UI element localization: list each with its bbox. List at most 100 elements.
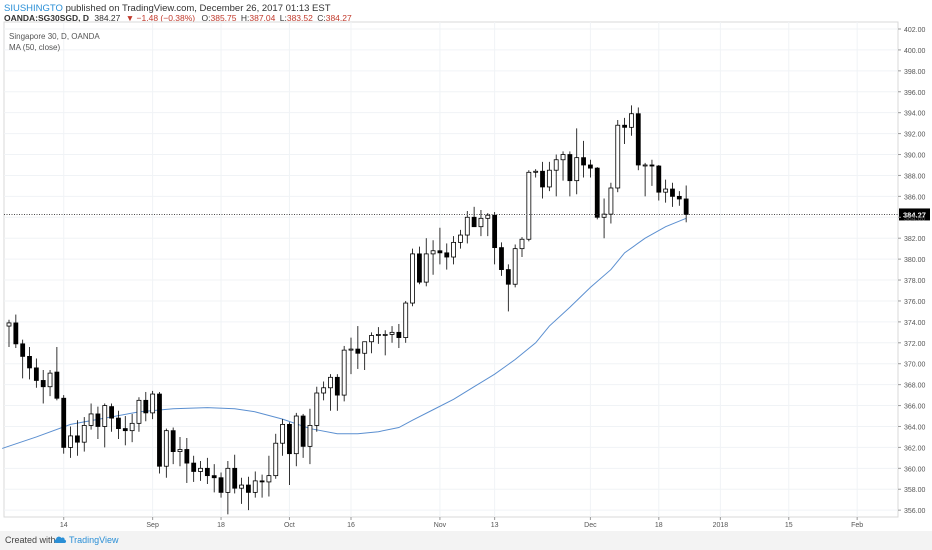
candle <box>362 341 368 370</box>
candle-body <box>451 241 457 258</box>
candle-body <box>232 467 238 489</box>
candle-body <box>27 355 32 369</box>
candle-body <box>95 413 101 427</box>
candle <box>150 390 156 420</box>
candle-body <box>416 253 422 283</box>
candle-body <box>499 247 504 270</box>
candle-body <box>136 399 142 424</box>
last-price-label: 384.27 <box>903 210 926 219</box>
candle <box>382 330 388 356</box>
chart-header: SIUSHINGTO published on TradingView.com,… <box>0 0 932 23</box>
candle-body <box>307 425 313 447</box>
candle-body <box>642 164 648 167</box>
y-tick-label: 376.00 <box>904 299 926 306</box>
ma-50-line <box>2 217 687 449</box>
candle <box>287 422 292 486</box>
candle <box>546 161 552 192</box>
candle <box>259 474 265 498</box>
candle <box>218 472 224 498</box>
candle <box>75 420 80 456</box>
symbol-label: OANDA:SG30SGD, D <box>4 13 90 23</box>
y-tick-label: 388.00 <box>904 173 926 180</box>
candle-body <box>61 397 67 448</box>
candle <box>615 120 621 193</box>
candle-body <box>33 367 39 381</box>
candle-body <box>560 154 566 161</box>
candle <box>27 346 32 380</box>
author-link[interactable]: SIUSHINGTO <box>4 3 63 14</box>
y-tick-label: 380.00 <box>904 257 926 264</box>
candle-body <box>177 449 183 452</box>
plot-frame <box>3 21 899 518</box>
candle <box>6 319 12 347</box>
candle <box>437 227 443 265</box>
created-with-text: Created with <box>5 535 56 545</box>
candle <box>375 327 381 344</box>
candle-body <box>252 480 258 493</box>
x-tick-label: Dec <box>584 522 597 529</box>
candle-body <box>321 387 327 394</box>
candle <box>348 337 354 375</box>
x-tick-label: Oct <box>284 522 295 529</box>
candle <box>191 455 197 482</box>
candle <box>492 212 498 265</box>
candle-body <box>505 269 511 285</box>
candle-body <box>471 216 477 228</box>
candle <box>116 410 121 440</box>
candle-body <box>567 154 573 182</box>
candle-body <box>588 164 593 169</box>
y-tick-label: 400.00 <box>904 48 926 55</box>
candle <box>396 323 402 349</box>
candle-body <box>546 169 552 188</box>
candle <box>526 170 532 242</box>
x-tick-label: 2018 <box>713 522 729 529</box>
x-tick-label: 13 <box>491 522 499 529</box>
candle-body <box>341 349 347 396</box>
y-tick-label: 366.00 <box>904 404 926 411</box>
candle-body <box>629 113 634 128</box>
x-tick-label: 14 <box>60 522 68 529</box>
y-tick-label: 370.00 <box>904 362 926 369</box>
candle <box>519 237 525 258</box>
candle <box>88 403 94 430</box>
high-value: 387.04 <box>249 13 276 23</box>
candle <box>635 107 641 171</box>
x-tick-label: 18 <box>655 522 663 529</box>
candle-body <box>683 198 689 215</box>
x-tick-label: 15 <box>785 522 793 529</box>
candle-body <box>300 415 306 447</box>
candle-body <box>170 430 176 452</box>
y-tick-label: 362.00 <box>904 445 926 452</box>
candle <box>109 403 114 432</box>
footer-bar: Created with TradingView <box>0 531 932 550</box>
candlestick-chart[interactable]: 384.27 356.00 358.00 360.00 362.00 364.00 366… <box>0 0 932 531</box>
candle <box>307 408 313 465</box>
candle <box>464 211 470 244</box>
candle <box>157 391 162 474</box>
candle-body <box>184 449 190 464</box>
candle-body <box>122 428 128 432</box>
price-change: ▼ −1.48 (−0.38%) <box>125 13 196 23</box>
candle <box>416 246 422 285</box>
candle <box>68 426 73 458</box>
x-tick-label: Nov <box>434 522 447 529</box>
candle-body <box>622 124 627 128</box>
candles-layer <box>6 105 689 515</box>
candle <box>321 381 327 401</box>
y-tick-label: 360.00 <box>904 466 926 473</box>
candle <box>574 128 580 195</box>
candle <box>389 326 395 343</box>
candle-body <box>437 250 443 254</box>
candle-body <box>581 157 586 166</box>
chart-legend-indicator[interactable]: MA (50, close) <box>9 43 61 52</box>
candle-body <box>389 331 395 335</box>
tradingview-brand[interactable]: TradingView <box>69 535 119 545</box>
candle-body <box>656 165 662 193</box>
candle <box>581 140 586 178</box>
candle-body <box>410 253 415 304</box>
y-tick-label: 378.00 <box>904 278 926 285</box>
candle <box>567 151 573 197</box>
candle-body <box>553 159 559 171</box>
candle <box>458 229 463 249</box>
candle <box>184 437 190 483</box>
